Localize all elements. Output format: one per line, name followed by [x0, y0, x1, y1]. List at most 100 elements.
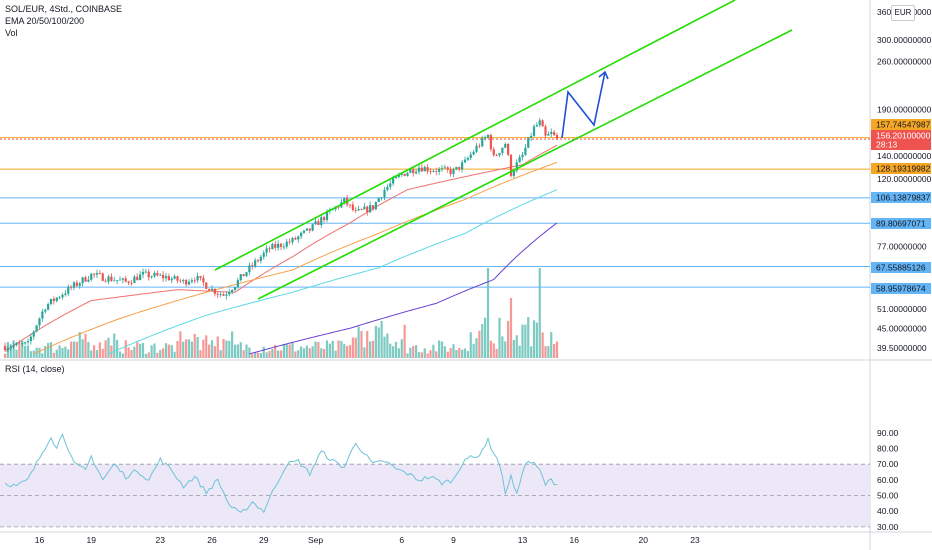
volume-bar: [190, 341, 193, 358]
candle-body: [325, 211, 329, 220]
trend-channel-drawing[interactable]: [214, 0, 793, 300]
rsi-tick-label: 30.00: [877, 522, 899, 532]
candle-body: [6, 348, 9, 350]
price-tag-box: [871, 119, 931, 130]
candle-body: [26, 341, 30, 343]
candle-body: [512, 170, 515, 176]
volume-bar: [498, 317, 501, 358]
candle-body: [70, 286, 73, 288]
candle-body: [118, 279, 122, 281]
price-tick-label: 77.00000000: [877, 242, 927, 252]
candle-body: [216, 293, 219, 295]
volume-bar: [406, 353, 409, 358]
candle-body: [113, 280, 116, 282]
volume-bar: [84, 333, 87, 358]
volume-bar: [75, 341, 78, 358]
candle-body: [29, 336, 32, 342]
volume-bar: [323, 348, 326, 358]
currency-selector[interactable]: EUR: [891, 5, 915, 21]
volume-bar: [397, 348, 400, 358]
candle-body: [58, 297, 61, 299]
candle-body: [461, 162, 464, 170]
candle-body: [121, 278, 124, 280]
ema-line-ema100: [108, 189, 558, 355]
time-tick-label: 26: [207, 535, 217, 545]
price-tag-label: 106.13879837: [876, 193, 931, 203]
volume-bar: [392, 346, 395, 358]
price-tag-label: 128.19319982: [876, 164, 931, 174]
volume-bar: [412, 345, 415, 358]
candle-body: [93, 273, 96, 275]
candle-body: [455, 166, 458, 170]
volume-bar: [288, 344, 291, 358]
candle-body: [466, 158, 469, 160]
volume-bar: [262, 346, 265, 358]
candle-body: [305, 228, 308, 231]
price-tag-label: 157.74547987: [876, 120, 931, 130]
volume-bar: [417, 352, 421, 358]
candle-body: [463, 159, 467, 163]
price-tag-label: 156.20100000: [876, 131, 931, 141]
candle-body: [348, 204, 352, 206]
candle-body: [213, 288, 216, 294]
candle-body: [98, 273, 101, 274]
candle-body: [12, 345, 15, 347]
volume-bar: [26, 345, 30, 358]
price-tag-box: [871, 283, 931, 294]
price-tag-box: [871, 139, 931, 150]
volume-bar: [294, 351, 297, 358]
volume-bar: [440, 341, 444, 358]
volume-bar: [196, 337, 199, 358]
candle-body: [90, 273, 93, 280]
rsi-tick-label: 60.00: [877, 475, 899, 485]
volume-bar: [509, 298, 513, 358]
volume-bar: [268, 350, 271, 358]
price-tag-box: [871, 262, 931, 273]
volume-bar: [547, 346, 550, 358]
candle-body: [478, 145, 481, 147]
volume-bar: [222, 339, 225, 358]
candle-body: [268, 248, 271, 250]
candle-body: [486, 134, 490, 138]
candle-body: [15, 342, 18, 346]
candle-body: [199, 276, 202, 278]
volume-bar: [420, 352, 423, 358]
candle-body: [72, 282, 76, 288]
volume-bar: [213, 346, 216, 358]
volume-bar: [317, 342, 320, 358]
volume-bar: [300, 346, 303, 358]
axes: 360.00000000300.00000000260.00000000190.…: [35, 7, 932, 545]
time-tick-label: 6: [399, 535, 404, 545]
volume-bar: [233, 344, 237, 358]
candle-body: [351, 204, 354, 210]
volume-bar: [438, 340, 441, 358]
volume-bar: [555, 341, 559, 358]
volume-bar: [116, 339, 119, 358]
candle-body: [144, 271, 147, 273]
candle-body: [449, 169, 452, 175]
volume-bar: [524, 324, 527, 358]
projection-arrow-path: [561, 71, 606, 139]
candle-body: [452, 169, 455, 175]
candle-body: [233, 287, 237, 290]
volume-bar: [463, 348, 467, 358]
candle-body: [282, 246, 285, 248]
volume-bar: [144, 353, 147, 358]
volume-bar: [38, 347, 41, 358]
volume-bar: [386, 333, 389, 358]
candle-body: [124, 278, 127, 282]
price-tick-label: 45.00000000: [877, 323, 927, 333]
candle-body: [24, 342, 27, 344]
candle-body: [489, 134, 492, 150]
volume-bar: [325, 340, 329, 358]
time-tick-label: 16: [570, 535, 580, 545]
volume-bar: [489, 340, 492, 358]
rsi-tick-label: 80.00: [877, 444, 899, 454]
candle-body: [251, 265, 254, 267]
volume-bar: [550, 332, 553, 358]
candle-body: [141, 271, 145, 275]
volume-bar: [113, 333, 116, 358]
volume-bar: [380, 321, 383, 358]
volume-bar: [55, 349, 58, 358]
